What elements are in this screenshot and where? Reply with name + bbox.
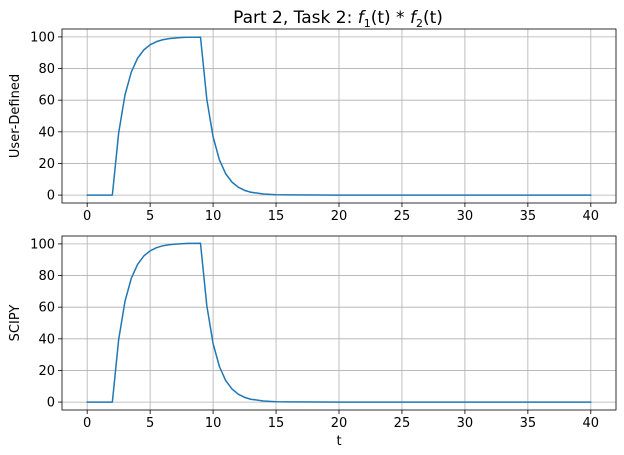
y-tick-label: 0 — [47, 396, 55, 411]
y-tick-label: 80 — [38, 269, 55, 284]
y-axis-label: User-Defined — [8, 74, 23, 158]
x-tick-label: 40 — [583, 209, 600, 224]
x-tick-label: 0 — [83, 209, 91, 224]
x-tick-label: 35 — [520, 209, 537, 224]
y-tick-label: 60 — [38, 301, 55, 316]
chart-title: Part 2, Task 2: f1(t) * f2(t) — [233, 8, 443, 30]
top-subplot: 0 5 10 15 20 25 30 35 40 0 20 40 60 80 100 User-Defined — [8, 28, 617, 224]
x-tick-label: 40 — [583, 416, 600, 431]
bottom-subplot: 0 5 10 15 20 25 30 35 40 0 20 40 60 80 100 SCIPY t — [8, 235, 617, 449]
x-tick-label: 25 — [394, 416, 411, 431]
x-tick-label: 15 — [268, 416, 285, 431]
y-tick-label: 20 — [38, 364, 55, 379]
y-axis-label: SCIPY — [8, 305, 23, 342]
x-tick-label: 0 — [83, 416, 91, 431]
x-tick-label: 5 — [146, 416, 154, 431]
x-tick-label: 35 — [520, 416, 537, 431]
x-axis-label: t — [336, 434, 341, 449]
y-tick-label: 0 — [47, 189, 55, 204]
y-tick-label: 20 — [38, 157, 55, 172]
series-line — [86, 242, 592, 403]
x-tick-label: 10 — [205, 209, 222, 224]
x-tick-label: 20 — [331, 209, 348, 224]
x-tick-label: 20 — [331, 416, 348, 431]
y-tick-label: 80 — [38, 62, 55, 77]
x-tick-label: 10 — [205, 416, 222, 431]
x-tick-label: 30 — [457, 416, 474, 431]
y-tick-label: 60 — [38, 94, 55, 109]
x-tick-label: 15 — [268, 209, 285, 224]
series-line — [86, 36, 592, 196]
x-tick-label: 5 — [146, 209, 154, 224]
x-tick-label: 30 — [457, 209, 474, 224]
y-tick-label: 100 — [30, 237, 55, 252]
x-tick-label: 25 — [394, 209, 411, 224]
y-tick-label: 40 — [38, 125, 55, 140]
y-tick-label: 40 — [38, 332, 55, 347]
y-tick-label: 100 — [30, 30, 55, 45]
